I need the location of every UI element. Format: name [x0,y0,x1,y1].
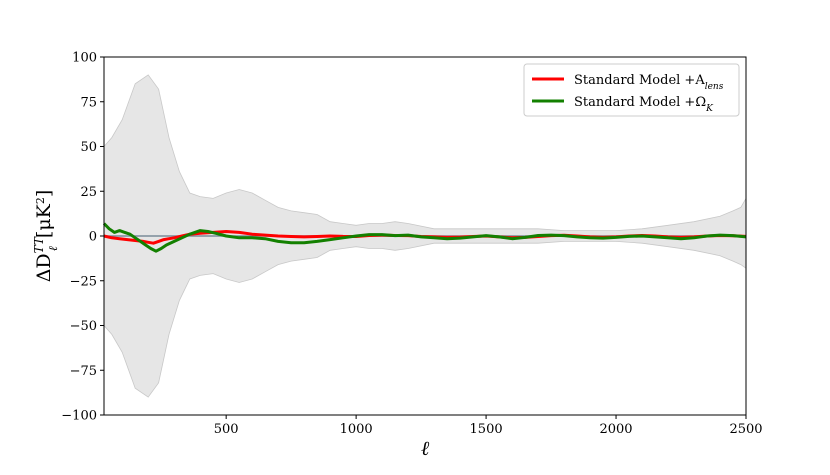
x-axis-label: ℓ [421,436,430,460]
x-tick-label: 2000 [599,422,632,437]
x-tick-label: 500 [214,422,239,437]
y-axis-label-sup: TT [32,236,46,253]
legend-label-omegak: Standard Model +ΩK [574,95,714,114]
y-axis-label: ΔDTTℓ [μK2] [32,190,60,283]
series-line-1 [102,222,747,253]
series-layer [102,222,747,253]
y-tick-label: −50 [70,319,97,334]
x-tick-label: 1500 [470,422,503,437]
legend-label-omegak-main: Standard Model +Ω [574,95,706,110]
legend-label-alens-main: Standard Model +A [574,73,705,88]
y-axis-label-sub: ℓ [46,246,60,251]
y-tick-label: −75 [70,364,97,379]
y-tick-label: 0 [89,230,97,245]
legend-box [523,63,740,117]
y-tick-label: −25 [70,274,97,289]
y-tick-label: −100 [61,409,97,424]
y-axis-label-unit-end: ] [33,190,55,197]
x-tick-label: 2500 [729,422,762,437]
y-tick-label: 75 [80,95,97,110]
y-axis-label-unit-sup: 2 [34,197,47,204]
legend: Standard Model +Alens Standard Model +ΩK [523,63,740,117]
y-tick-label: 100 [72,51,97,66]
y-tick-label: 25 [80,185,97,200]
y-axis-label-unit: [μK [33,203,55,238]
legend-label-alens-sub: lens [705,82,724,92]
y-tick-label: 50 [80,140,97,155]
x-tick-label: 1000 [340,422,373,437]
y-axis-ticks: 100 75 50 25 0 −25 −50 −75 −100 [61,51,104,424]
legend-label-omegak-sub: K [705,104,714,114]
legend-label-alens: Standard Model +Alens [574,73,724,92]
x-axis-ticks: 500 1000 1500 2000 2500 [214,415,763,437]
y-axis-label-main: ΔD [33,253,55,282]
